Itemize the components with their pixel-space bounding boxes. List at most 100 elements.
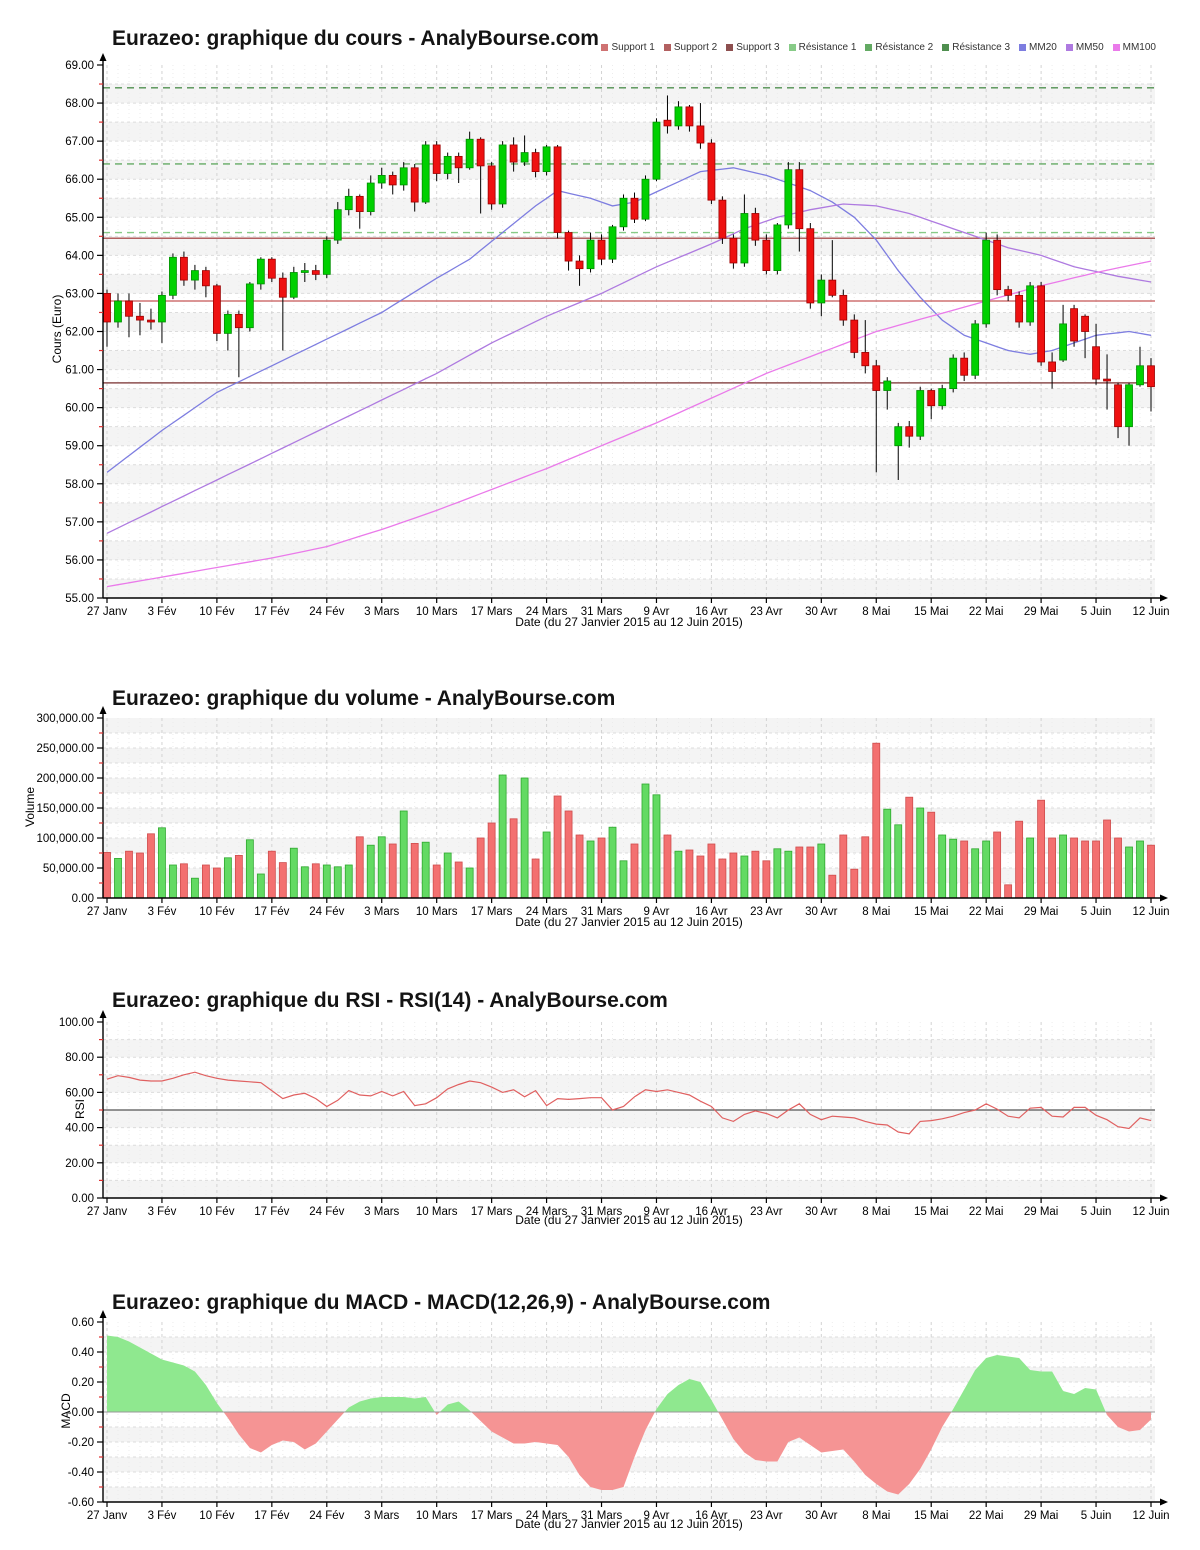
candle-body [454, 155, 463, 169]
svg-text:17 Fév: 17 Fév [254, 1510, 289, 1520]
candle-body [311, 270, 320, 275]
svg-text:0.60: 0.60 [72, 1317, 94, 1329]
volume-bar [586, 840, 595, 899]
volume-bar [300, 866, 309, 899]
svg-text:10 Mars: 10 Mars [416, 606, 458, 618]
svg-text:8 Mai: 8 Mai [862, 906, 890, 916]
volume-bar [916, 807, 925, 899]
svg-text:17 Mars: 17 Mars [471, 1206, 513, 1216]
volume-chart-plot: 0.00 50,000.00 100,000.00 150,000.00 200,000… [36, 706, 1170, 916]
legend-item-support-3: Support 3 [726, 42, 780, 53]
candle-body [289, 272, 298, 298]
candle-body [520, 152, 529, 163]
svg-text:3 Fév: 3 Fév [148, 1206, 177, 1216]
candle-body [377, 175, 386, 184]
svg-text:63.00: 63.00 [65, 288, 94, 300]
volume-bar [850, 868, 859, 899]
candle-body [982, 239, 991, 325]
legend-label: Résistance 2 [875, 42, 934, 53]
volume-bar [905, 796, 914, 899]
chart-axes: 55.00 56.00 57.00 58.00 59.00 60.00 61.00 62.00… [65, 53, 1170, 618]
volume-bar [344, 864, 353, 899]
svg-text:16 Avr: 16 Avr [695, 1510, 728, 1520]
candle-body [1048, 361, 1056, 372]
svg-text:16 Avr: 16 Avr [695, 606, 728, 618]
svg-text:10 Fév: 10 Fév [199, 606, 234, 618]
volume-bar [641, 783, 650, 899]
candle-body [278, 277, 287, 298]
legend-item-mm100: MM100 [1112, 42, 1156, 53]
svg-text:9 Avr: 9 Avr [643, 906, 669, 916]
volume-bar [630, 843, 639, 899]
candle-body [180, 256, 188, 281]
volume-bar [971, 848, 980, 899]
svg-text:15 Mai: 15 Mai [914, 1510, 949, 1520]
svg-text:300,000.00: 300,000.00 [36, 713, 94, 725]
svg-text:5 Juin: 5 Juin [1081, 1206, 1112, 1216]
volume-bar [377, 836, 386, 899]
volume-bar [191, 877, 199, 899]
svg-text:9 Avr: 9 Avr [643, 606, 669, 618]
volume-bar [773, 848, 782, 899]
candle-body [245, 283, 254, 329]
legend-item-résistance-3: Résistance 3 [942, 42, 1010, 53]
svg-text:24 Mars: 24 Mars [526, 906, 568, 916]
candle-body [147, 319, 155, 323]
svg-text:150,000.00: 150,000.00 [36, 803, 94, 815]
svg-text:24 Fév: 24 Fév [309, 606, 344, 618]
svg-text:10 Fév: 10 Fév [199, 906, 234, 916]
candle-body [729, 237, 738, 264]
candle-body [399, 167, 408, 186]
candle-body [663, 119, 672, 127]
candle-body [1092, 346, 1100, 380]
svg-text:100,000.00: 100,000.00 [36, 833, 94, 845]
svg-text:12 Juin: 12 Juin [1132, 1206, 1169, 1216]
rsi-chart-plot: 0.00 20.00 40.00 60.00 80.00 100.00 27 Janv 3 F… [59, 1010, 1170, 1216]
svg-text:16 Avr: 16 Avr [695, 906, 728, 916]
svg-text:31 Mars: 31 Mars [581, 1206, 623, 1216]
volume-bar [718, 858, 727, 899]
candle-body [410, 167, 419, 203]
volume-bar [597, 837, 606, 899]
chart-axes: 0.00 50,000.00 100,000.00 150,000.00 200,000… [36, 706, 1170, 916]
candle-body [355, 195, 364, 212]
volume-bar [1048, 837, 1056, 899]
volume-bar [1114, 837, 1122, 899]
candle-body [806, 228, 815, 304]
legend-item-support-1: Support 1 [601, 42, 655, 53]
volume-bar [454, 861, 463, 899]
svg-text:31 Mars: 31 Mars [581, 906, 623, 916]
candle-body [960, 357, 969, 376]
volume-x-axis-title: Date (du 27 Janvier 2015 au 12 Juin 2015… [515, 915, 743, 929]
candle-body [322, 239, 331, 275]
candle-body [1059, 323, 1067, 361]
candle-body [861, 352, 870, 367]
svg-text:3 Fév: 3 Fév [148, 1510, 177, 1520]
macd-chart-plot: -0.60 -0.40 -0.20 -0.00 0.20 0.40 0.60 27 Janv 3… [68, 1310, 1170, 1520]
volume-bar [927, 811, 936, 899]
volume-bar [1125, 846, 1133, 899]
volume-bar [575, 834, 584, 899]
candle-body [542, 146, 551, 172]
volume-bar [136, 852, 144, 899]
candle-body [641, 178, 650, 220]
svg-text:55.00: 55.00 [65, 593, 94, 605]
svg-text:27 Janv: 27 Janv [87, 606, 128, 618]
volume-bar [663, 834, 672, 899]
svg-text:17 Fév: 17 Fév [254, 906, 289, 916]
volume-bar [531, 858, 540, 899]
candle-body [696, 125, 705, 144]
svg-text:61.00: 61.00 [65, 365, 94, 377]
legend-label: MM50 [1075, 42, 1104, 53]
volume-bar [1103, 819, 1111, 899]
candle-body [114, 300, 122, 323]
candle-body [586, 239, 595, 270]
volume-bar [960, 840, 969, 899]
volume-bar [245, 839, 254, 899]
candle-body [169, 256, 177, 296]
volume-bar [1015, 820, 1024, 899]
svg-text:17 Mars: 17 Mars [471, 906, 513, 916]
volume-bar [1136, 840, 1144, 899]
candle-body [1081, 315, 1089, 332]
volume-bar [949, 838, 958, 899]
